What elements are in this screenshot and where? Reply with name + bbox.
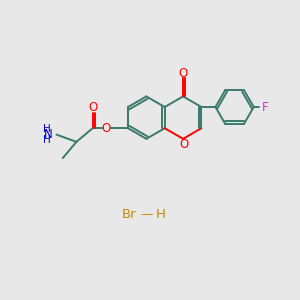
Text: —: —: [140, 208, 153, 221]
Text: O: O: [180, 138, 189, 151]
Text: N: N: [44, 128, 53, 141]
Text: O: O: [178, 68, 188, 80]
Text: F: F: [262, 100, 268, 113]
Text: H: H: [155, 208, 165, 221]
Text: H: H: [43, 124, 51, 134]
Text: H: H: [43, 135, 51, 145]
Text: Br: Br: [122, 208, 137, 221]
Text: O: O: [101, 122, 110, 135]
Text: O: O: [88, 101, 97, 114]
